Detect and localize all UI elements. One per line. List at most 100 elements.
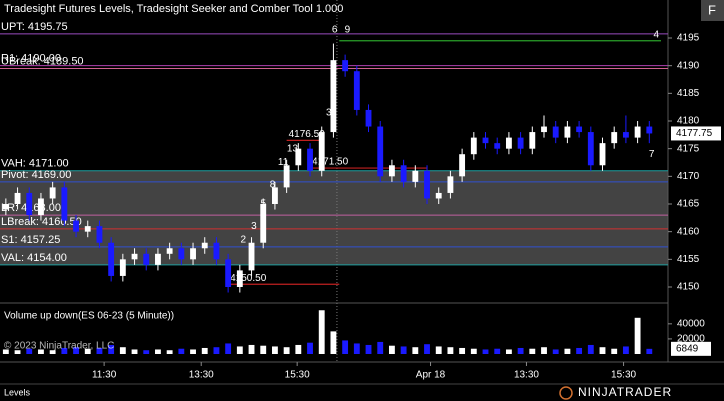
volume-bar: [447, 347, 454, 354]
volume-tick-label: 40000: [677, 318, 705, 329]
segment-label: 4171.50: [312, 157, 349, 168]
count-label: 6: [332, 24, 338, 35]
candle-body: [295, 148, 302, 166]
candle-body: [190, 248, 196, 260]
volume-bar: [318, 310, 325, 354]
y-tick-label: 4185: [677, 88, 700, 99]
volume-bar: [412, 347, 419, 354]
candle-body: [517, 137, 524, 149]
volume-bar: [49, 350, 56, 354]
candle-body: [564, 126, 571, 138]
candle-body: [494, 143, 501, 149]
candle-body: [646, 126, 653, 134]
volume-bar: [295, 344, 302, 354]
candle-body: [435, 192, 442, 199]
volume-bar: [178, 348, 185, 354]
volume-bar: [155, 349, 161, 354]
candle-body: [131, 253, 138, 260]
level-label: UBreak: 4189.50: [1, 55, 84, 67]
level-label: VAL: 4154.00: [1, 252, 67, 264]
candle-body: [365, 109, 372, 127]
count-label: 9: [345, 24, 351, 35]
y-tick-label: 4150: [677, 282, 700, 293]
volume-bar: [225, 343, 232, 354]
volume-bar: [190, 349, 196, 354]
chart-title: Tradesight Futures Levels, Tradesight Se…: [4, 3, 343, 15]
volume-bar: [307, 342, 313, 354]
count-label: 8: [270, 179, 276, 190]
volume-bar: [494, 348, 501, 354]
volume-bar: [517, 347, 524, 354]
x-tick-label: 15:30: [285, 370, 310, 381]
candle-body: [260, 204, 267, 243]
candle-body: [552, 126, 559, 138]
last-price-box: [671, 126, 721, 141]
level-label: S1: 4157.25: [1, 234, 60, 246]
volume-bar: [482, 349, 489, 354]
level-label: R1: 4190.00: [1, 53, 61, 65]
y-tick-label: 4190: [677, 60, 700, 71]
count-label: 11: [278, 157, 289, 168]
volume-bar: [73, 347, 79, 354]
count-label: 2: [241, 235, 247, 246]
candle-body: [166, 248, 173, 254]
candle-body: [622, 132, 629, 138]
candle-body: [2, 204, 9, 210]
candle-body: [611, 132, 618, 144]
volume-bar: [353, 343, 360, 354]
plot: 4195 4190 4185 4180 4175 4170 4165 4160 4155 4150…: [0, 0, 721, 381]
candle-body: [388, 165, 395, 177]
volume-bar: [599, 347, 606, 354]
candle-body: [505, 137, 512, 149]
candle-body: [178, 248, 185, 260]
x-tick-label: 11:30: [92, 370, 117, 381]
volume-bar: [435, 346, 442, 354]
volume-bar: [201, 347, 208, 354]
volume-bar: [236, 346, 243, 354]
count-label: 5: [260, 199, 266, 210]
volume-bar: [283, 347, 290, 354]
candle-body: [400, 165, 407, 182]
candle-body: [599, 143, 606, 166]
brand-logo: [559, 386, 573, 400]
candle-body: [529, 132, 536, 149]
y-tick-label: 4195: [677, 33, 700, 44]
candle-body: [225, 259, 232, 287]
f-button[interactable]: [701, 0, 724, 21]
candle-body: [96, 226, 103, 243]
level-label: UPT: 4195.75: [1, 21, 68, 33]
candle-body: [459, 154, 466, 177]
candle-body: [26, 192, 33, 216]
y-tick-label: 4180: [677, 116, 700, 127]
volume-bar: [541, 347, 547, 354]
f-button-label[interactable]: F: [708, 2, 716, 17]
tab-label[interactable]: Levels: [4, 387, 31, 397]
x-tick-label: Apr 18: [416, 370, 446, 381]
value-area: [0, 170, 668, 265]
candle-body: [353, 71, 360, 110]
y-tick-label: 4175: [677, 143, 700, 154]
x-tick-label: 13:30: [514, 370, 539, 381]
candle-body: [307, 148, 313, 171]
volume-tick-label: 20000: [677, 334, 705, 345]
volume-last-box: [671, 341, 711, 356]
candle-body: [38, 198, 44, 216]
volume-last-label: 6849: [676, 343, 699, 354]
candle-body: [330, 60, 337, 133]
candle-body: [587, 132, 594, 166]
segment-label: 4150.50: [230, 273, 267, 284]
candle-body: [470, 137, 477, 155]
count-label: 3: [251, 221, 257, 232]
candle-body: [342, 60, 349, 72]
volume-bar: [400, 346, 407, 354]
volume-bar: [260, 345, 267, 354]
volume-bar: [166, 350, 173, 354]
level-label: Pivot: 4169.00: [1, 169, 71, 181]
candle-body: [213, 242, 220, 260]
candle-body: [201, 242, 208, 249]
volume-bar: [330, 331, 337, 354]
candle-body: [49, 187, 56, 199]
volume-bar: [61, 347, 68, 354]
